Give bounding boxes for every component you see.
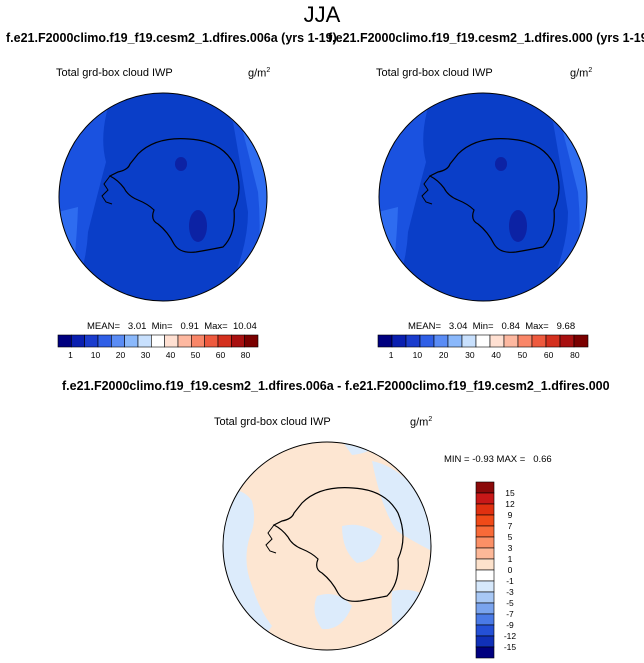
colorbar-swatch: [124, 334, 139, 348]
colorbar-swatch: [71, 334, 85, 348]
colorbar-swatch: [559, 334, 575, 348]
colorbar-swatch: [84, 334, 99, 348]
colorbar-tick-label: 3: [507, 543, 513, 553]
colorbar-tick-label: 50: [190, 350, 201, 360]
colorbar-tick-label: -3: [506, 587, 514, 597]
colorbar-swatch: [475, 514, 495, 527]
colorbar-tick-label: 1: [388, 350, 394, 360]
colorbar-tick-label: 20: [438, 350, 449, 360]
colorbar-swatch: [475, 591, 495, 604]
panel-2-map: [378, 92, 588, 302]
difference-map: [222, 441, 432, 651]
colorbar-swatch: [475, 492, 495, 505]
colorbar-tick-label: 40: [491, 350, 501, 360]
colorbar-swatch: [447, 334, 463, 348]
colorbar-tick-label: 30: [465, 350, 475, 360]
colorbar-swatch: [191, 334, 205, 348]
colorbar-swatch: [475, 569, 495, 582]
colorbar-tick-label: 1: [68, 350, 73, 360]
colorbar-swatch: [461, 334, 477, 348]
colorbar-swatch: [244, 334, 259, 348]
colorbar-swatch: [137, 334, 152, 348]
colorbar-swatch: [475, 635, 495, 648]
colorbar-tick-label: -15: [503, 642, 517, 652]
panel-2-colorbar: [377, 334, 589, 348]
colorbar-tick-label: 60: [543, 350, 554, 360]
panel-2-units: g/m2: [570, 67, 593, 80]
colorbar-swatch: [475, 503, 495, 516]
colorbar-swatch: [475, 536, 495, 549]
colorbar-swatch: [475, 334, 491, 348]
colorbar-swatch: [204, 334, 219, 348]
colorbar-tick-label: -7: [506, 609, 514, 619]
colorbar-tick-label: 10: [412, 350, 423, 360]
colorbar-swatch: [111, 334, 125, 348]
panel-1-variable: Total grd-box cloud IWP: [56, 67, 173, 79]
colorbar-tick-label: 10: [90, 350, 101, 360]
colorbar-swatch: [475, 624, 495, 637]
panel-1-title: f.e21.F2000climo.f19_f19.cesm2_1.dfires.…: [6, 31, 337, 45]
colorbar-swatch: [231, 334, 245, 348]
panel-1-units: g/m2: [248, 67, 271, 80]
colorbar-swatch: [475, 602, 495, 615]
colorbar-tick-label: 80: [240, 350, 251, 360]
colorbar-tick-label: -9: [506, 620, 514, 630]
colorbar-swatch: [475, 547, 495, 560]
colorbar-swatch: [377, 334, 393, 348]
colorbar-swatch: [489, 334, 505, 348]
colorbar-swatch: [217, 334, 232, 348]
colorbar-tick-label: 40: [165, 350, 176, 360]
panel-2-title: f.e21.F2000climo.f19_f19.cesm2_1.dfires.…: [328, 31, 644, 45]
colorbar-swatch: [545, 334, 561, 348]
panel-2-stats: MEAN= 3.04 Min= 0.84 Max= 9.68: [408, 321, 576, 332]
colorbar-tick-label: 9: [507, 510, 513, 520]
colorbar-swatch: [475, 558, 495, 571]
colorbar-tick-label: 1: [507, 554, 513, 564]
colorbar-swatch: [517, 334, 533, 348]
season-title: JJA: [303, 2, 341, 27]
difference-stats: MIN = -0.93 MAX = 0.66: [444, 454, 552, 465]
colorbar-swatch: [391, 334, 407, 348]
colorbar-swatch: [151, 334, 165, 348]
colorbar-swatch: [475, 525, 495, 538]
colorbar-tick-label: -5: [506, 598, 514, 608]
colorbar-swatch: [177, 334, 192, 348]
colorbar-tick-label: 0: [507, 565, 513, 575]
difference-units: g/m2: [410, 416, 433, 429]
colorbar-swatch: [503, 334, 519, 348]
colorbar-swatch: [475, 646, 495, 659]
colorbar-swatch: [57, 334, 72, 348]
colorbar-swatch: [405, 334, 421, 348]
colorbar-tick-label: 50: [517, 350, 528, 360]
panel-1-map: [58, 92, 268, 302]
colorbar-swatch: [419, 334, 435, 348]
colorbar-swatch: [475, 481, 495, 494]
difference-variable: Total grd-box cloud IWP: [214, 416, 331, 428]
colorbar-swatch: [97, 334, 112, 348]
panel-1-colorbar-labels: 1 10 20 30 40 50 60 80: [58, 350, 258, 362]
panel-1-colorbar: [57, 334, 259, 348]
colorbar-tick-label: 15: [505, 488, 515, 498]
colorbar-swatch: [475, 613, 495, 626]
colorbar-tick-label: -1: [506, 576, 514, 586]
colorbar-tick-label: 12: [505, 499, 515, 509]
colorbar-swatch: [531, 334, 547, 348]
colorbar-tick-label: 30: [140, 350, 151, 360]
colorbar-swatch: [475, 580, 495, 593]
colorbar-tick-label: 60: [215, 350, 226, 360]
colorbar-tick-label: 80: [570, 350, 580, 360]
colorbar-tick-label: 7: [507, 521, 513, 531]
colorbar-swatch: [433, 334, 449, 348]
panel-2-variable: Total grd-box cloud IWP: [376, 67, 493, 79]
difference-colorbar: [475, 481, 495, 659]
colorbar-tick-label: -12: [503, 631, 517, 641]
panel-2-colorbar-labels: 1 10 20 30 40 50 60 80: [378, 350, 588, 362]
colorbar-tick-label: 5: [507, 532, 513, 542]
colorbar-swatch: [164, 334, 179, 348]
difference-title: f.e21.F2000climo.f19_f19.cesm2_1.dfires.…: [62, 379, 610, 393]
difference-colorbar-labels: 15 12 9 7 5 3 1 0 -1 -3 -5 -7 -9 -12 -15: [498, 482, 528, 658]
colorbar-swatch: [573, 334, 589, 348]
panel-1-stats: MEAN= 3.01 Min= 0.91 Max= 10.04: [87, 321, 257, 332]
colorbar-tick-label: 20: [115, 350, 126, 360]
